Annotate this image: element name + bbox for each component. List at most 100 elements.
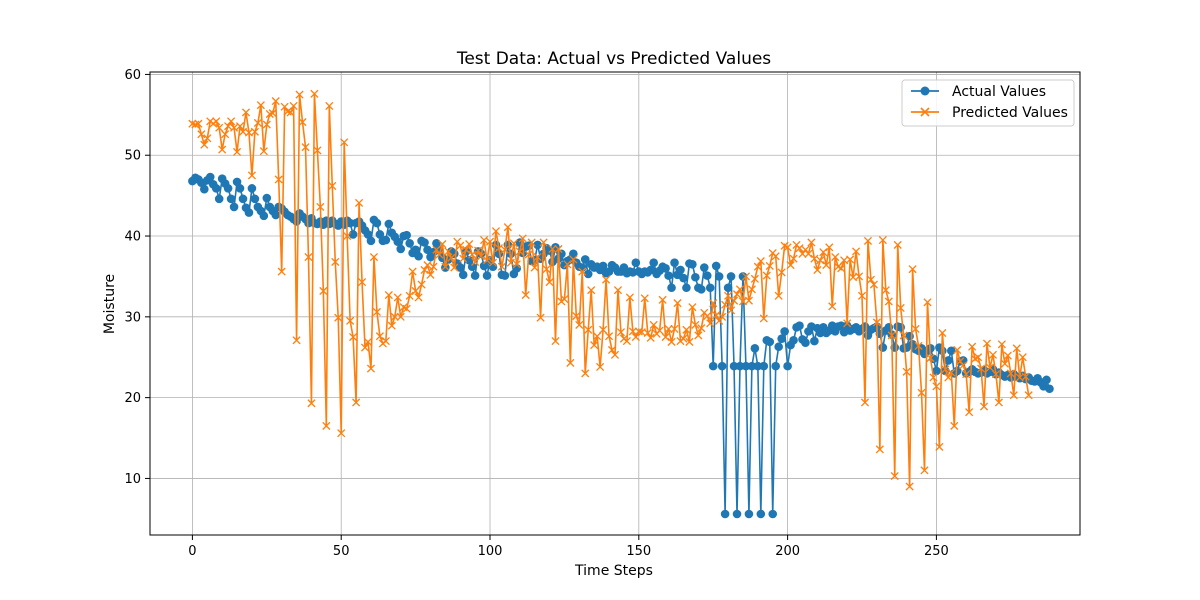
legend-swatch-predicted-marker [920,107,930,117]
data-point-predicted-values [664,324,673,334]
data-point-actual-values [214,194,224,204]
data-point-predicted-values [646,333,655,342]
data-point-predicted-values [596,362,605,371]
data-point-predicted-values [789,254,798,263]
data-point-actual-values [464,255,474,265]
data-point-predicted-values [301,143,310,152]
data-point-predicted-values [197,130,206,139]
data-point-predicted-values [884,297,893,306]
data-point-predicted-values [875,445,884,454]
x-axis-label: Time Steps [574,563,653,579]
data-point-actual-values [711,261,721,271]
data-point-actual-values [723,283,733,293]
data-point-predicted-values [435,250,444,259]
data-point-predicted-values [194,119,203,128]
data-point-predicted-values [331,257,340,266]
data-point-predicted-values [979,402,989,411]
data-point-actual-values [363,230,373,239]
data-point-predicted-values [268,109,277,118]
data-point-predicted-values [599,325,608,334]
data-point-predicted-values [974,353,983,362]
data-point-actual-values [780,327,789,336]
data-point-predicted-values [527,238,536,247]
data-point-actual-values [500,271,510,280]
series-predicted-values [188,89,1033,491]
data-point-predicted-values [500,245,509,254]
x-tick-label: 250 [924,544,949,559]
data-point-predicted-values [384,290,393,300]
data-point-predicted-values [988,350,998,359]
y-tick-label: 40 [124,230,141,245]
data-point-predicted-values [947,368,956,377]
data-point-predicted-values [703,311,712,321]
data-point-predicted-values [456,241,465,250]
data-point-predicted-values [816,256,825,265]
data-point-actual-values [205,172,215,182]
data-point-actual-values [795,321,804,331]
data-point-predicted-values [426,270,435,279]
data-point-predicted-values [387,321,396,330]
data-point-predicted-values [295,90,304,99]
data-point-predicted-values [271,97,280,106]
data-point-predicted-values [602,275,611,284]
data-point-predicted-values [548,244,557,254]
data-point-predicted-values [753,262,762,271]
data-point-predicted-values [230,123,239,132]
data-point-predicted-values [905,482,914,491]
data-point-predicted-values [405,291,414,300]
data-point-predicted-values [893,240,902,249]
data-point-predicted-values [991,370,1000,379]
data-point-predicted-values [950,421,959,430]
data-point-actual-values [688,260,697,269]
data-point-predicted-values [795,244,804,253]
data-point-predicted-values [533,252,542,262]
data-point-predicted-values [247,171,256,180]
y-tick-label: 10 [124,472,141,487]
y-tick-label: 50 [124,149,141,164]
data-point-predicted-values [539,238,548,247]
data-point-predicted-values [346,316,355,325]
data-point-actual-values [741,361,751,371]
data-point-actual-values [533,240,542,250]
data-point-actual-values [670,258,679,267]
data-point-predicted-values [625,293,634,302]
data-point-predicted-values [191,120,200,129]
data-point-predicted-values [402,304,411,313]
data-point-actual-values [729,361,739,371]
data-point-predicted-values [1024,391,1033,400]
data-point-predicted-values [545,278,554,287]
data-point-predicted-values [515,247,524,256]
data-point-predicted-values [265,109,274,119]
data-point-predicted-values [1006,369,1015,378]
data-point-actual-values [467,262,477,272]
data-point-actual-values [494,249,504,259]
data-point-predicted-values [494,244,503,253]
data-point-predicted-values [575,320,584,329]
data-point-predicted-values [1000,359,1009,368]
data-point-actual-values [631,258,641,267]
x-tick-label: 50 [333,544,350,559]
data-point-predicted-values [218,145,227,154]
data-point-predicted-values [857,291,867,300]
data-point-actual-values [226,194,236,204]
data-point-actual-values [414,251,423,261]
data-point-actual-values [708,361,718,371]
data-point-actual-values [569,249,578,259]
data-point-predicted-values [846,255,855,264]
data-point-predicted-values [673,299,682,308]
data-point-actual-values [372,218,382,228]
data-point-predicted-values [807,238,816,247]
data-point-predicted-values [465,240,474,249]
data-point-predicted-values [188,119,197,128]
data-point-predicted-values [551,337,560,346]
data-point-actual-values [789,335,798,345]
data-point-predicted-values [357,278,367,287]
data-point-actual-values [244,208,254,217]
data-point-predicted-values [393,293,402,302]
data-point-predicted-values [396,312,405,321]
data-point-actual-values [699,263,709,272]
data-point-predicted-values [366,364,376,373]
data-point-predicted-values [584,325,593,334]
data-point-predicted-values [477,252,486,261]
data-point-predicted-values [480,236,489,245]
